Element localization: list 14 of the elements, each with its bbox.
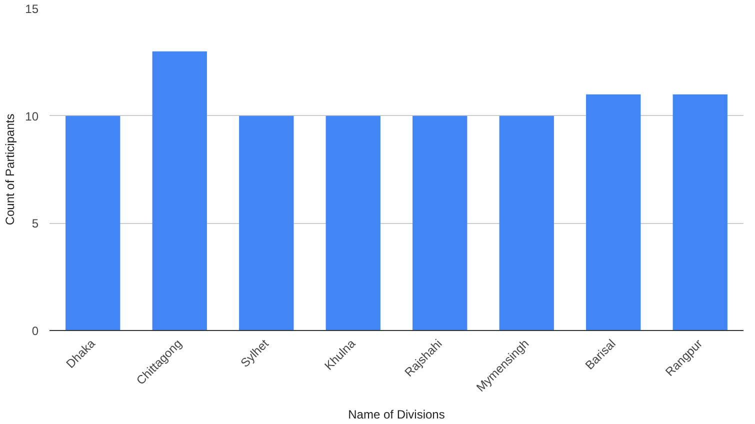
y-tick-label: 5 bbox=[32, 216, 39, 231]
x-axis-title: Name of Divisions bbox=[348, 408, 445, 422]
y-axis-title: Count of Participants bbox=[3, 114, 18, 226]
bar bbox=[239, 116, 294, 330]
bar bbox=[66, 116, 120, 330]
bar bbox=[152, 51, 207, 330]
bar bbox=[499, 116, 554, 330]
y-tick-label: 10 bbox=[25, 109, 39, 124]
y-tick-label: 0 bbox=[32, 324, 39, 338]
bar bbox=[412, 116, 468, 330]
bar bbox=[326, 116, 380, 330]
y-tick-label: 15 bbox=[25, 2, 39, 16]
bar bbox=[586, 94, 641, 330]
bar bbox=[672, 94, 728, 330]
